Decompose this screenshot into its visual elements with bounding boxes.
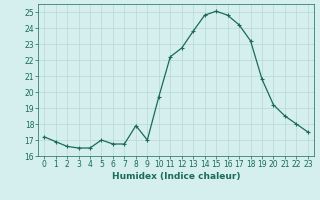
X-axis label: Humidex (Indice chaleur): Humidex (Indice chaleur) — [112, 172, 240, 181]
